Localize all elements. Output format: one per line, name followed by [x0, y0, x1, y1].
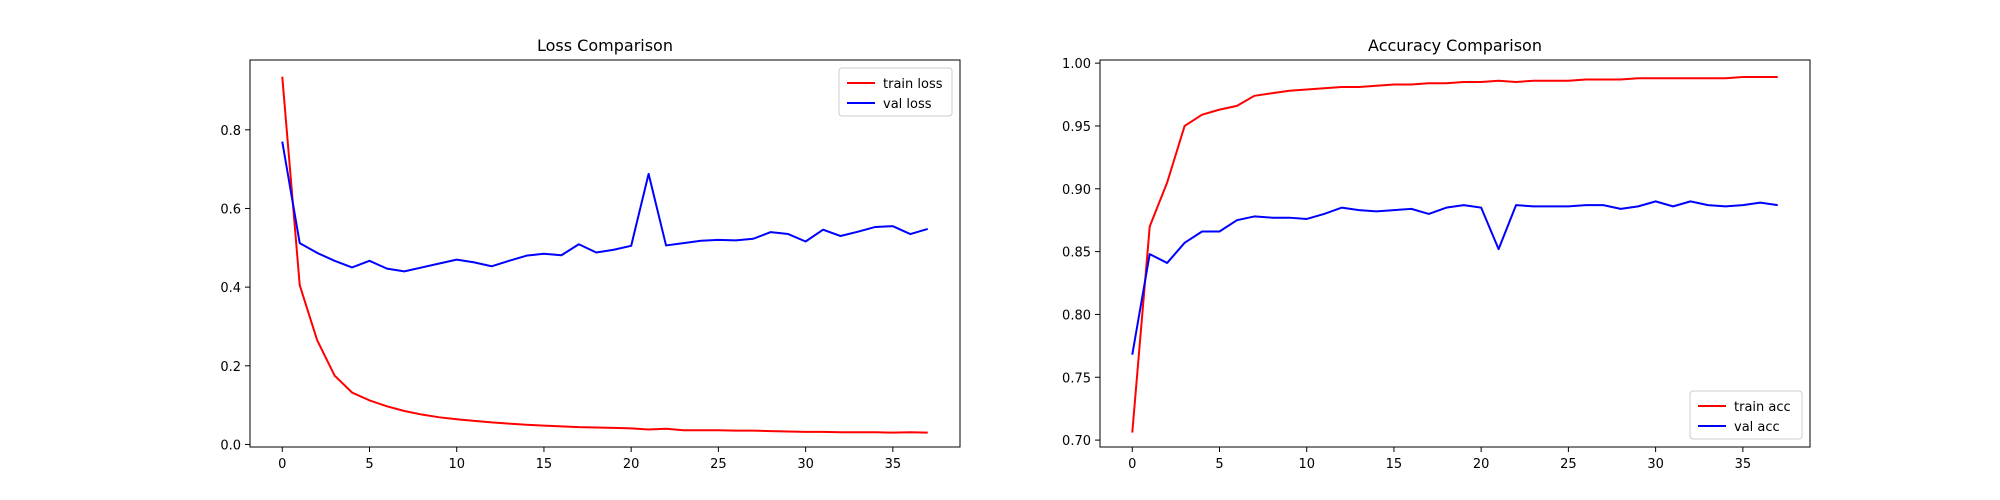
accuracy-x-tick-label: 25 — [1560, 457, 1577, 472]
loss-y-tick-label: 0.4 — [220, 281, 241, 296]
accuracy-y-tick-label: 0.90 — [1062, 183, 1091, 198]
loss-y-tick-label: 0.8 — [220, 124, 241, 139]
accuracy-y-tick-label: 0.75 — [1062, 371, 1091, 386]
loss-y-tick-label: 0.0 — [220, 438, 241, 453]
accuracy-x-tick-label: 30 — [1647, 457, 1664, 472]
accuracy-x-tick-label: 0 — [1128, 457, 1136, 472]
accuracy-y-tick-label: 0.85 — [1062, 246, 1091, 261]
accuracy-legend-label: val acc — [1734, 420, 1780, 435]
loss-x-tick-label: 10 — [448, 457, 465, 472]
loss-y-tick-label: 0.6 — [220, 202, 241, 217]
loss-series-train-loss — [281, 76, 928, 434]
loss-legend-label: val loss — [883, 97, 932, 112]
loss-legend-label: train loss — [883, 77, 943, 92]
loss-legend: train loss val loss — [838, 67, 953, 117]
loss-x-tick-label: 30 — [797, 457, 814, 472]
accuracy-series-val-acc — [1131, 200, 1778, 355]
loss-series-val-loss — [281, 141, 929, 273]
accuracy-x-tick-label: 20 — [1473, 457, 1490, 472]
loss-y-tick-label: 0.2 — [220, 360, 241, 375]
accuracy-x-tick-label: 5 — [1215, 457, 1223, 472]
loss-x-tick-label: 15 — [536, 457, 553, 472]
accuracy-chart-title: Accuracy Comparison — [1368, 36, 1542, 55]
accuracy-legend: train acc val acc — [1689, 390, 1803, 440]
accuracy-legend-label: train acc — [1734, 400, 1791, 415]
loss-x-tick-label: 25 — [710, 457, 727, 472]
accuracy-comparison-chart: 0 5 10 15 20 25 30 35 0.70 0.75 0.80 0.85 0.90 0.95 1.… — [1062, 36, 1811, 472]
accuracy-x-tick-label: 10 — [1298, 457, 1315, 472]
loss-plot-frame — [249, 59, 961, 448]
accuracy-series-train-acc — [1131, 75, 1778, 433]
accuracy-y-tick-label: 0.95 — [1062, 120, 1091, 135]
loss-x-tick-label: 5 — [365, 457, 373, 472]
loss-x-tick-label: 35 — [885, 457, 902, 472]
accuracy-x-tick-label: 15 — [1386, 457, 1403, 472]
accuracy-y-tick-label: 1.00 — [1062, 57, 1091, 72]
accuracy-y-tick-label: 0.80 — [1062, 308, 1091, 323]
loss-chart-title: Loss Comparison — [537, 36, 673, 55]
loss-x-tick-label: 20 — [623, 457, 640, 472]
accuracy-x-tick-label: 35 — [1735, 457, 1752, 472]
accuracy-y-tick-label: 0.70 — [1062, 434, 1091, 449]
loss-x-tick-label: 0 — [278, 457, 286, 472]
loss-comparison-chart: 0 5 10 15 20 25 30 35 0.0 0.2 0.4 0.6 0.8 Loss Compar… — [220, 36, 961, 472]
accuracy-plot-frame — [1099, 59, 1811, 448]
